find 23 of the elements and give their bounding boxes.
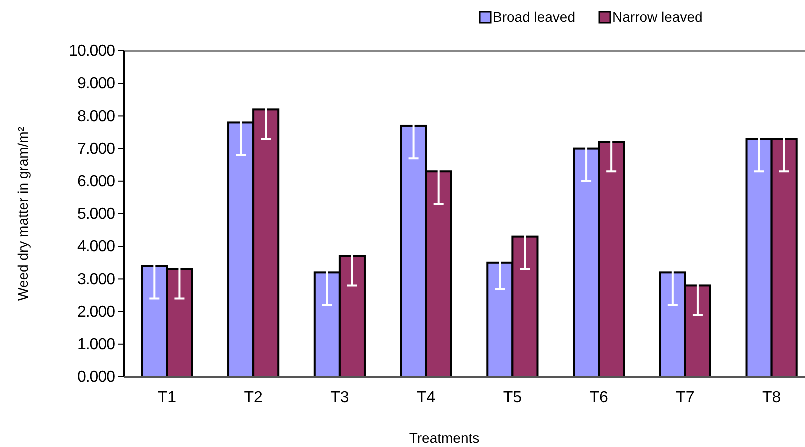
y-tick-label: 10.000 <box>69 43 116 60</box>
y-tick-label: 1.000 <box>77 336 116 354</box>
x-tick-label: T1 <box>158 389 177 406</box>
legend-label: Broad leaved <box>493 9 576 25</box>
x-tick-label: T3 <box>330 389 350 406</box>
y-tick-label: 5.000 <box>77 206 116 224</box>
y-tick-label: 9.000 <box>77 76 116 93</box>
x-tick-label: T5 <box>503 389 522 406</box>
legend-label: Narrow leaved <box>612 9 703 25</box>
y-axis-title: Weed dry matter in gram/m² <box>15 126 31 302</box>
y-tick-label: 4.000 <box>77 238 116 256</box>
x-tick-label: T7 <box>676 389 695 406</box>
y-tick-label: 3.000 <box>77 271 116 288</box>
x-axis-title: Treatments <box>409 430 480 446</box>
x-tick-label: T6 <box>590 389 608 406</box>
y-tick-label: 6.000 <box>77 174 116 191</box>
x-tick-label: T2 <box>244 389 263 406</box>
y-tick-label: 8.000 <box>77 108 116 126</box>
y-tick-label: 0.000 <box>77 369 116 386</box>
x-tick-label: T4 <box>416 389 436 406</box>
y-tick-label: 7.000 <box>77 140 116 158</box>
y-tick-label: 2.000 <box>77 304 116 321</box>
x-tick-label: T8 <box>762 389 782 406</box>
